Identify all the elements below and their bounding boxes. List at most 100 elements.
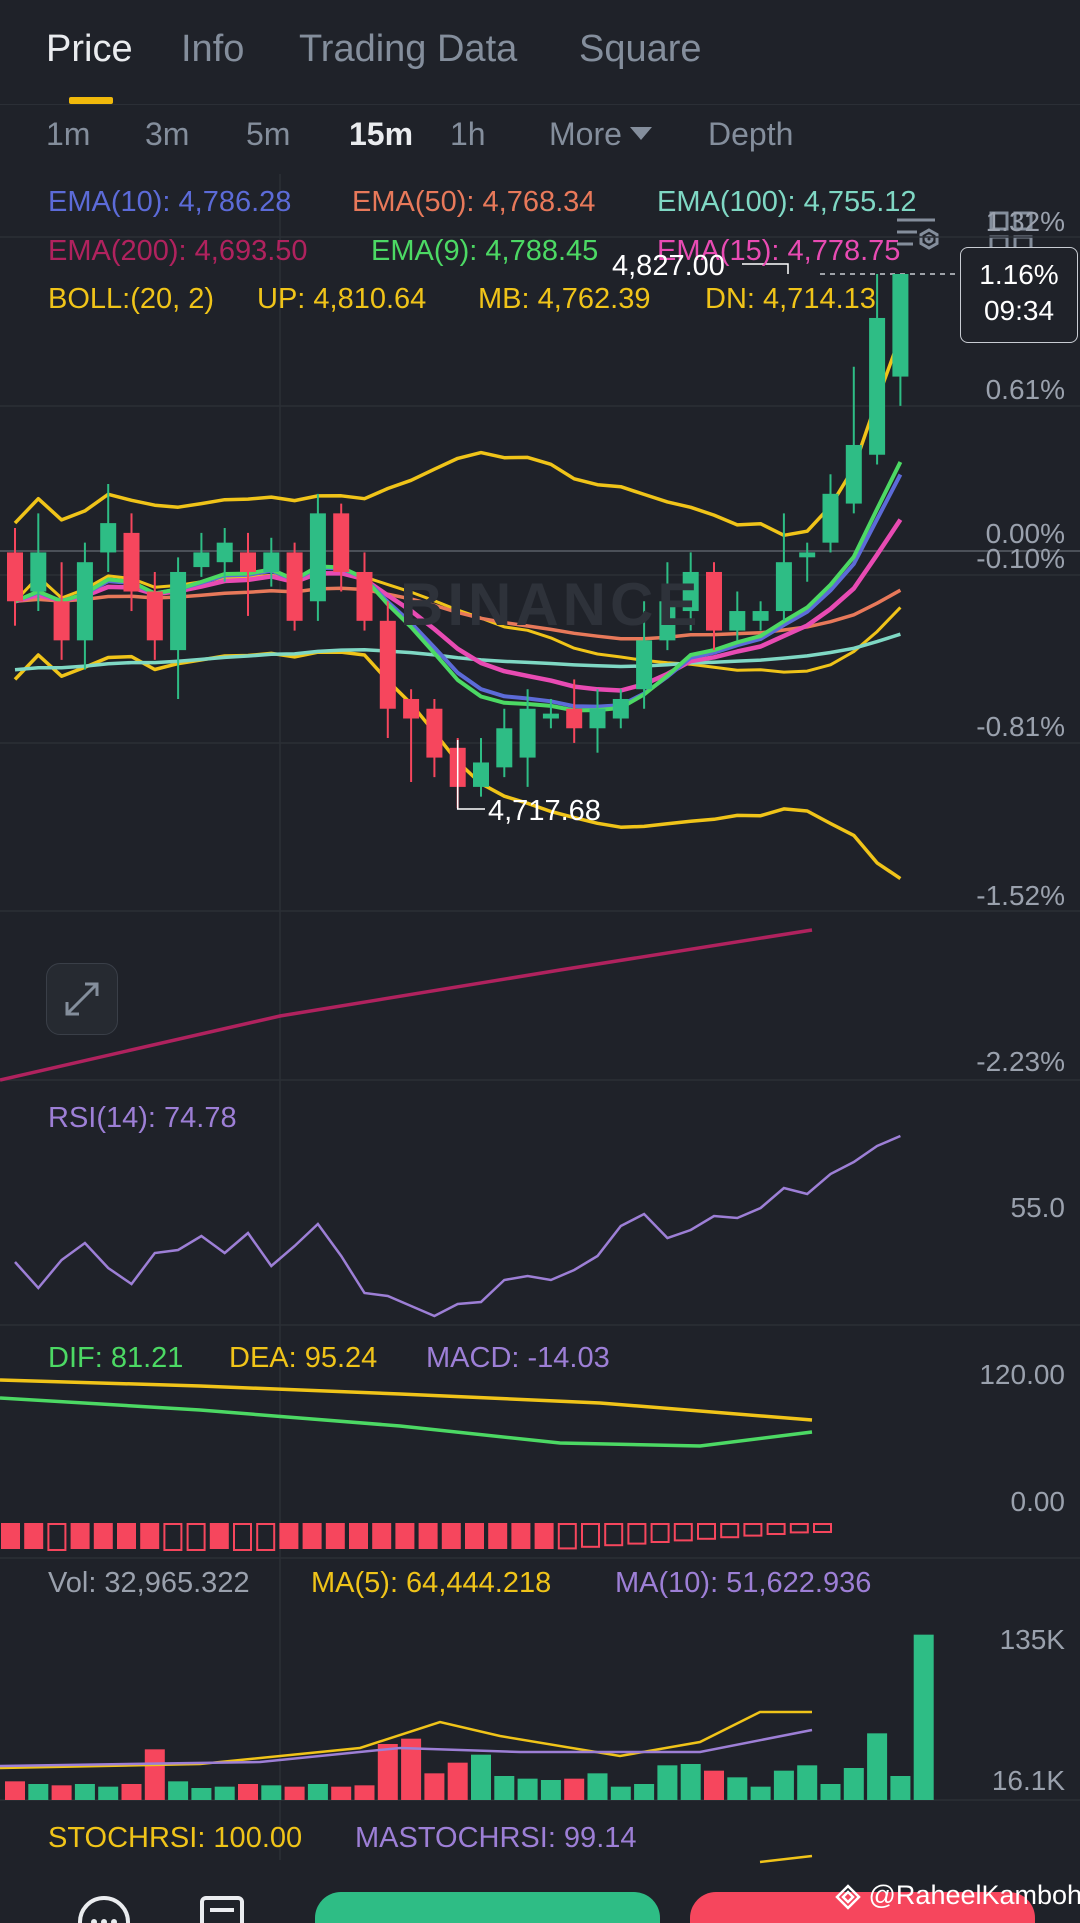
high-marker-line: [742, 263, 789, 274]
interval-15m[interactable]: 15m: [349, 116, 414, 152]
boll-middle-line: [13, 572, 902, 674]
macd-histogram-bar: [581, 1523, 600, 1548]
candle-body: [589, 708, 606, 729]
candle-body: [123, 532, 140, 592]
volume-bar: [680, 1764, 701, 1800]
volume-axis-bottom: 16.1K: [991, 1765, 1065, 1796]
volume-ma5-legend: MA(5): 64,444.218: [311, 1567, 552, 1599]
expand-chart-button[interactable]: [46, 963, 118, 1035]
candle-body: [100, 523, 117, 553]
binance-logo-icon: [835, 1884, 861, 1910]
volume-bar: [657, 1765, 678, 1800]
rsi-line: [14, 1134, 901, 1318]
macd-histogram-bar: [813, 1523, 832, 1533]
volume-bar: [797, 1765, 818, 1800]
candle-body: [682, 571, 699, 612]
volume-bar: [28, 1784, 49, 1800]
candle-body: [659, 601, 676, 641]
sell-button[interactable]: [690, 1892, 1035, 1923]
volume-bar: [773, 1770, 794, 1800]
current-price-percent: 1.16%: [979, 259, 1059, 290]
credit-label: @RaheelKamboh: [835, 1880, 1080, 1911]
candle-body: [752, 611, 769, 621]
volume-ma5-line: [0, 1710, 812, 1770]
axis-label: 1.32%: [985, 206, 1065, 237]
interval-3m[interactable]: 3m: [145, 116, 190, 152]
volume-bar: [447, 1762, 468, 1800]
tab-info[interactable]: Info: [181, 28, 245, 70]
kline-chart[interactable]: [0, 174, 1080, 1880]
volume-legend: Vol: 32,965.322: [48, 1567, 250, 1599]
candle-body: [542, 713, 559, 719]
candle-body: [636, 640, 653, 690]
macd-histogram-bar: [673, 1523, 693, 1542]
volume-bar: [843, 1768, 864, 1800]
high-price-annotation: 4,827.00: [612, 250, 725, 282]
axis-label: -0.10%: [976, 543, 1065, 574]
volume-bar: [424, 1773, 445, 1800]
candle-countdown: 09:34: [983, 295, 1055, 326]
macd-histogram-bar: [534, 1523, 554, 1549]
candle-body: [333, 513, 350, 572]
candle-body: [729, 611, 746, 631]
orders-icon[interactable]: [198, 1894, 248, 1923]
candle-body: [519, 708, 536, 758]
more-dropdown[interactable]: More: [549, 116, 652, 153]
volume-bar: [401, 1738, 422, 1800]
axis-label: 0.00%: [985, 518, 1065, 549]
candle-body: [30, 552, 47, 592]
macd-axis-top: 120.00: [979, 1359, 1065, 1390]
macd-histogram-bar: [465, 1523, 484, 1549]
volume-bar: [191, 1788, 212, 1800]
macd-histogram-bar: [349, 1523, 368, 1549]
chat-icon[interactable]: [76, 1894, 132, 1923]
volume-bar: [5, 1781, 25, 1800]
current-price-box[interactable]: 1.16% 09:34: [960, 247, 1078, 343]
candle-body: [146, 591, 163, 641]
macd-histogram-bar: [697, 1523, 716, 1540]
tab-trading-data[interactable]: Trading Data: [299, 28, 518, 70]
ema200-legend: EMA(200): 4,693.50: [48, 235, 308, 267]
volume-bar: [704, 1770, 724, 1800]
macd-histogram-bar: [418, 1523, 438, 1549]
bottom-action-bar: [0, 1880, 1080, 1923]
tab-square[interactable]: Square: [579, 28, 702, 70]
axis-label: -1.52%: [976, 880, 1065, 911]
indicator-settings-icon[interactable]: [895, 212, 941, 258]
macd-histogram-bar: [24, 1523, 44, 1549]
depth-button[interactable]: Depth: [708, 116, 794, 152]
volume-bar: [377, 1744, 398, 1800]
macd-histogram-bar: [789, 1523, 809, 1534]
volume-bar: [284, 1786, 305, 1800]
buy-button[interactable]: [315, 1892, 660, 1923]
boll-dn-legend: DN: 4,714.13: [705, 283, 876, 315]
tab-price[interactable]: Price: [46, 28, 133, 70]
volume-bar: [471, 1754, 491, 1800]
volume-ma10-legend: MA(10): 51,622.936: [615, 1567, 872, 1599]
macd-histogram-bar: [140, 1523, 160, 1549]
volume-bar: [820, 1784, 841, 1800]
boll-up-legend: UP: 4,810.64: [257, 283, 427, 315]
volume-bar: [238, 1784, 258, 1800]
axis-label: -2.23%: [976, 1046, 1065, 1077]
interval-5m[interactable]: 5m: [246, 116, 291, 152]
volume-bar: [913, 1634, 934, 1800]
macd-histogram-bar: [233, 1523, 252, 1551]
macd-histogram-bar: [441, 1523, 461, 1549]
volume-bar: [587, 1773, 608, 1800]
interval-1h[interactable]: 1h: [450, 116, 486, 152]
macd-histogram-bar: [256, 1523, 276, 1551]
macd-histogram-bar: [511, 1523, 531, 1549]
candle-body: [216, 542, 233, 563]
interval-1m[interactable]: 1m: [46, 116, 91, 152]
macd-histogram-bar: [395, 1523, 415, 1549]
ema9-legend: EMA(9): 4,788.45: [371, 235, 599, 267]
rsi-legend: RSI(14): 74.78: [48, 1102, 237, 1134]
ema10-legend: EMA(10): 4,786.28: [48, 186, 292, 218]
ema200-line: [0, 928, 813, 1082]
volume-bar: [168, 1781, 189, 1800]
macd-dea-legend: DEA: 95.24: [229, 1342, 378, 1374]
volume-ma10-line: [0, 1728, 813, 1768]
volume-bar: [51, 1785, 72, 1800]
volume-bar: [121, 1784, 142, 1800]
